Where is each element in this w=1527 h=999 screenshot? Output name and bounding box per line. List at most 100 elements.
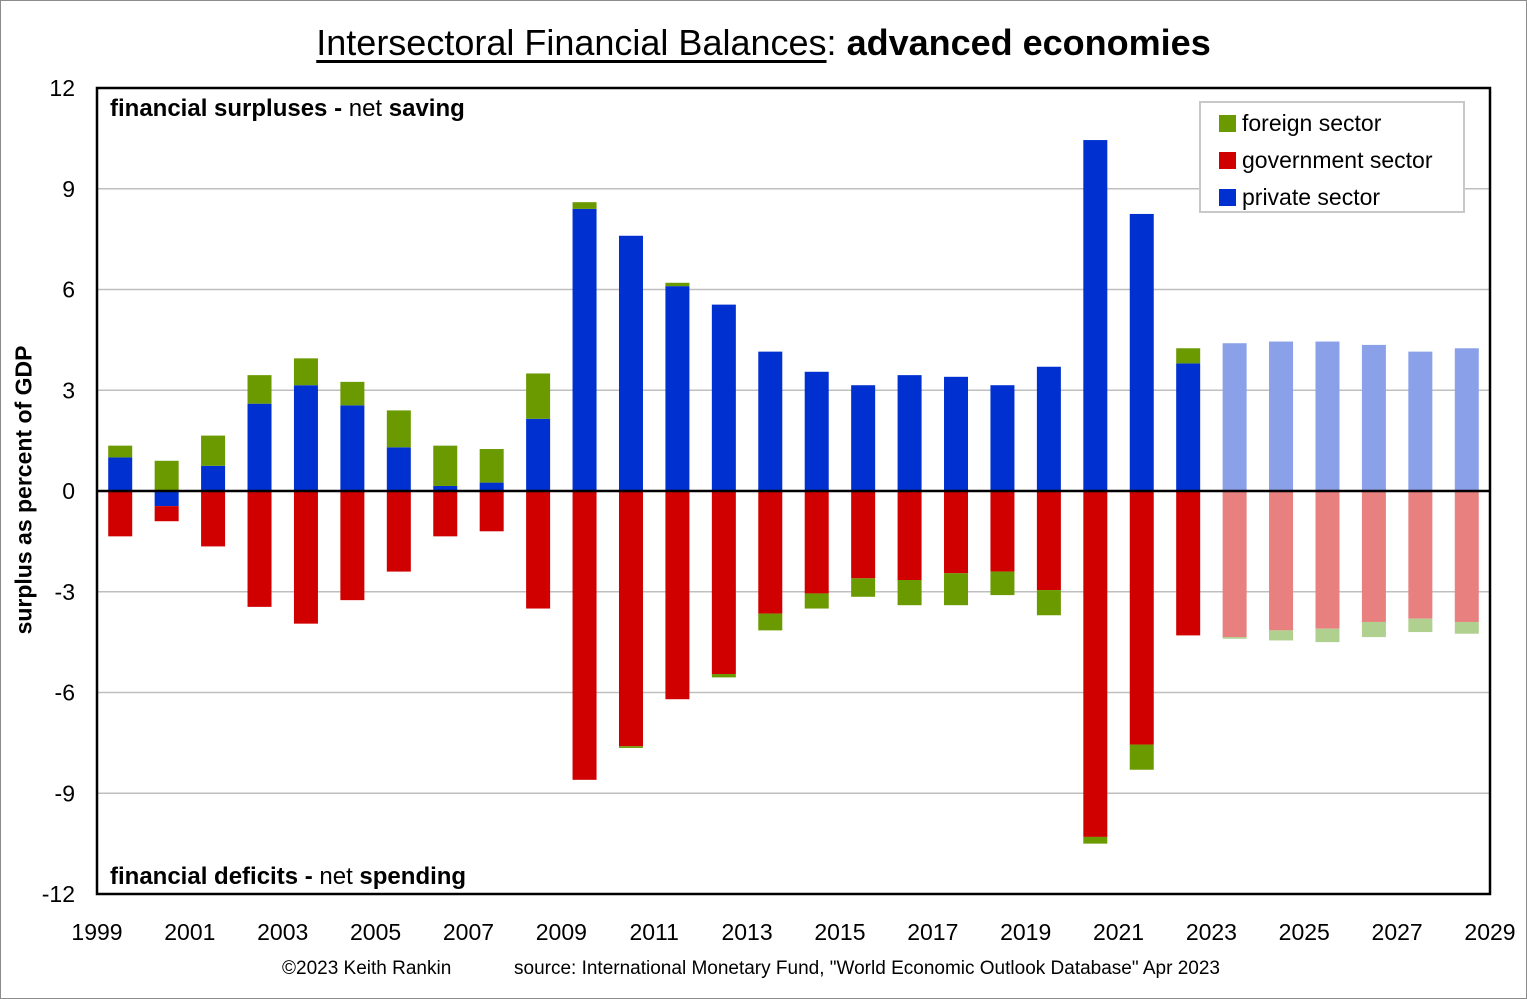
bar-government-2026 (1361, 491, 1386, 622)
bar-private-2014 (804, 371, 829, 491)
bar-private-2016 (897, 375, 922, 491)
bar-private-2028 (1454, 348, 1479, 491)
bar-private-2007 (479, 482, 504, 491)
bar-government-2011 (665, 491, 690, 700)
bar-foreign-2007 (479, 449, 504, 483)
x-tick-label: 2003 (257, 919, 308, 945)
x-tick-label: 2009 (536, 919, 587, 945)
bar-government-2000 (154, 506, 179, 522)
legend-item-foreign: foreign sector (1219, 108, 1381, 138)
bar-private-2001 (201, 465, 226, 491)
x-tick-label: 2015 (814, 919, 865, 945)
bar-government-2028 (1454, 491, 1479, 622)
bar-private-2026 (1361, 344, 1386, 491)
bar-foreign-2010 (618, 746, 643, 748)
x-tick-label: 2027 (1372, 919, 1423, 945)
bar-private-2011 (665, 286, 690, 491)
bar-foreign-2022 (1176, 348, 1201, 364)
bar-foreign-2028 (1454, 621, 1479, 634)
bar-government-2021 (1129, 491, 1154, 745)
bar-government-2001 (201, 491, 226, 547)
bar-private-2013 (758, 351, 783, 491)
x-tick-label: 2019 (1000, 919, 1051, 945)
bar-private-2004 (340, 405, 365, 491)
bar-government-2012 (711, 491, 736, 675)
bar-private-2015 (851, 385, 876, 491)
bar-foreign-2006 (433, 445, 458, 486)
legend-swatch-foreign (1219, 114, 1236, 132)
bar-government-2008 (526, 491, 551, 609)
bar-foreign-2025 (1315, 628, 1340, 643)
bar-foreign-2009 (572, 202, 597, 209)
legend-label-private: private sector (1242, 183, 1381, 210)
y-tick-label: 6 (62, 277, 75, 303)
bar-foreign-2011 (665, 282, 690, 287)
bar-private-2008 (526, 418, 551, 491)
y-tick-label: 3 (62, 377, 75, 403)
x-tick-label: 2025 (1279, 919, 1330, 945)
bar-foreign-2013 (758, 613, 783, 631)
x-tick-label: 2029 (1464, 919, 1515, 945)
y-tick-label: -12 (42, 881, 75, 907)
bar-private-2021 (1129, 213, 1154, 491)
chart-title-main: Intersectoral Financial Balances (316, 22, 827, 63)
bar-private-2006 (433, 485, 458, 491)
x-tick-label: 2007 (443, 919, 494, 945)
bar-foreign-2021 (1129, 744, 1154, 770)
x-tick-label: 2011 (629, 919, 678, 945)
y-tick-label: -9 (55, 780, 75, 806)
bar-government-2004 (340, 491, 365, 601)
bar-foreign-2005 (386, 410, 411, 448)
bar-government-2007 (479, 491, 504, 532)
legend-swatch-government (1219, 151, 1236, 169)
y-tick-label: 9 (62, 176, 75, 202)
bar-foreign-2020 (1083, 836, 1108, 844)
bar-private-2024 (1269, 341, 1294, 491)
bar-private-1999 (108, 457, 133, 491)
legend-item-private: private sector (1219, 182, 1380, 212)
chart-legend: foreign sector government sector private… (1199, 101, 1465, 213)
bar-government-2003 (293, 491, 318, 624)
bar-foreign-2027 (1408, 618, 1433, 633)
footer-copyright: ©2023 Keith Rankin (282, 958, 452, 979)
bar-foreign-2000 (154, 460, 179, 491)
bar-government-2015 (851, 491, 876, 579)
bar-government-2027 (1408, 491, 1433, 619)
bar-foreign-2018 (990, 571, 1015, 596)
bar-government-2016 (897, 491, 922, 580)
bar-government-2024 (1269, 491, 1294, 631)
bar-foreign-2012 (711, 674, 736, 678)
x-tick-label: 2005 (350, 919, 401, 945)
annotation-surpluses: financial surpluses - net saving (110, 95, 465, 122)
bar-government-2022 (1176, 491, 1201, 636)
bar-private-2009 (572, 208, 597, 491)
bar-government-2009 (572, 491, 597, 780)
bar-private-2017 (944, 376, 969, 491)
bar-foreign-2023 (1222, 637, 1247, 639)
bar-foreign-2002 (247, 375, 272, 404)
legend-label-foreign: foreign sector (1242, 109, 1382, 136)
x-tick-label: 2013 (721, 919, 772, 945)
bar-government-2006 (433, 491, 458, 537)
legend-item-government: government sector (1219, 145, 1432, 175)
bar-foreign-2015 (851, 578, 876, 597)
plot-area-border (95, 86, 1492, 896)
x-tick-label: 2021 (1093, 919, 1144, 945)
bar-private-2002 (247, 403, 272, 491)
bar-private-2020 (1083, 140, 1108, 491)
bar-foreign-2004 (340, 381, 365, 406)
bar-foreign-2008 (526, 373, 551, 419)
bar-foreign-1999 (108, 445, 133, 458)
bar-foreign-2024 (1269, 630, 1294, 641)
chart-title-sub: advanced economies (846, 22, 1211, 63)
chart-title: Intersectoral Financial Balances: advanc… (0, 22, 1527, 64)
bar-foreign-2026 (1361, 621, 1386, 638)
bar-government-2023 (1222, 491, 1247, 638)
bar-private-2025 (1315, 341, 1340, 491)
bar-private-2027 (1408, 351, 1433, 491)
bar-government-2019 (1036, 491, 1061, 591)
bar-private-2022 (1176, 363, 1201, 491)
bar-foreign-2019 (1036, 590, 1061, 616)
annotation-deficits: financial deficits - net spending (110, 863, 466, 890)
